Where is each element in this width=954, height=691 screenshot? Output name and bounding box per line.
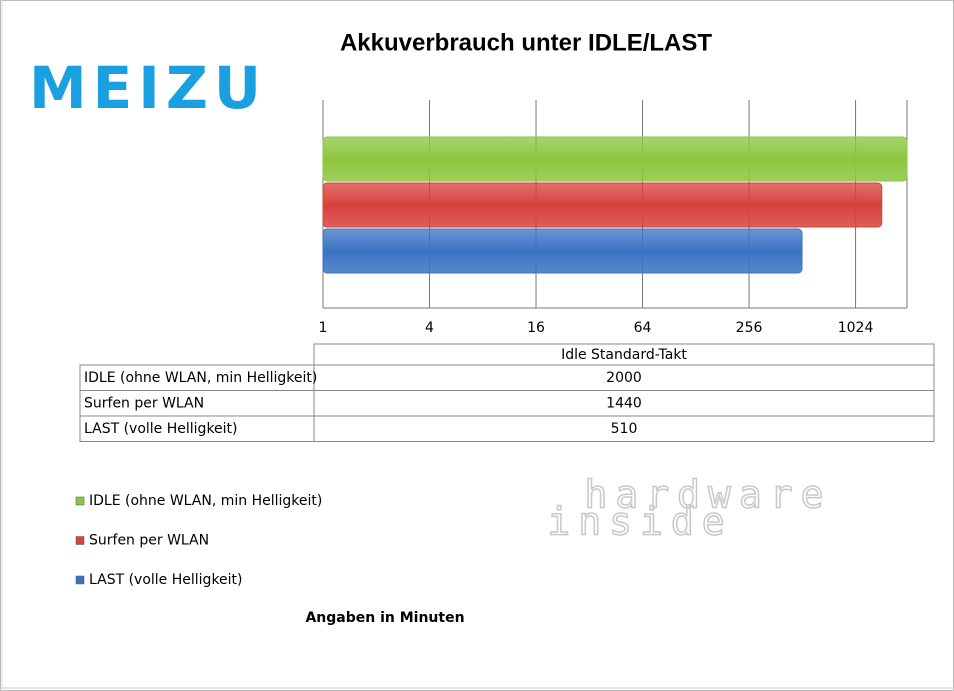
legend-label: IDLE (ohne WLAN, min Helligkeit) xyxy=(89,493,322,509)
chart-title: Akkuverbrauch unter IDLE/LAST xyxy=(340,29,712,56)
table-value: 1440 xyxy=(606,395,642,411)
bar xyxy=(322,228,803,274)
table-value: 2000 xyxy=(606,370,642,386)
footnote: Angaben in Minuten xyxy=(305,610,464,626)
x-tick-label: 1 xyxy=(319,320,328,336)
x-tick-label: 256 xyxy=(736,320,763,336)
logo: MEIZU xyxy=(29,54,267,122)
watermark: inside xyxy=(547,500,732,544)
table-row-label: LAST (volle Helligkeit) xyxy=(84,421,238,437)
x-tick-label: 16 xyxy=(527,320,545,336)
table-header: Idle Standard-Takt xyxy=(561,347,687,363)
x-tick-label: 64 xyxy=(634,320,652,336)
table-cell xyxy=(313,415,935,442)
table-row-label: Surfen per WLAN xyxy=(84,395,204,411)
table-value: 510 xyxy=(611,421,638,437)
legend-swatch xyxy=(75,575,85,585)
legend-swatch xyxy=(75,536,85,545)
table-row-label: IDLE (ohne WLAN, min Helligkeit) xyxy=(84,370,317,386)
legend-label: Surfen per WLAN xyxy=(89,533,209,549)
legend-label: LAST (volle Helligkeit) xyxy=(89,572,243,588)
bar xyxy=(322,182,883,228)
bar xyxy=(322,136,908,182)
x-tick-label: 4 xyxy=(425,320,434,336)
legend-swatch xyxy=(75,496,85,506)
watermark: hardware xyxy=(584,473,831,517)
x-tick-label: 1024 xyxy=(838,320,874,336)
